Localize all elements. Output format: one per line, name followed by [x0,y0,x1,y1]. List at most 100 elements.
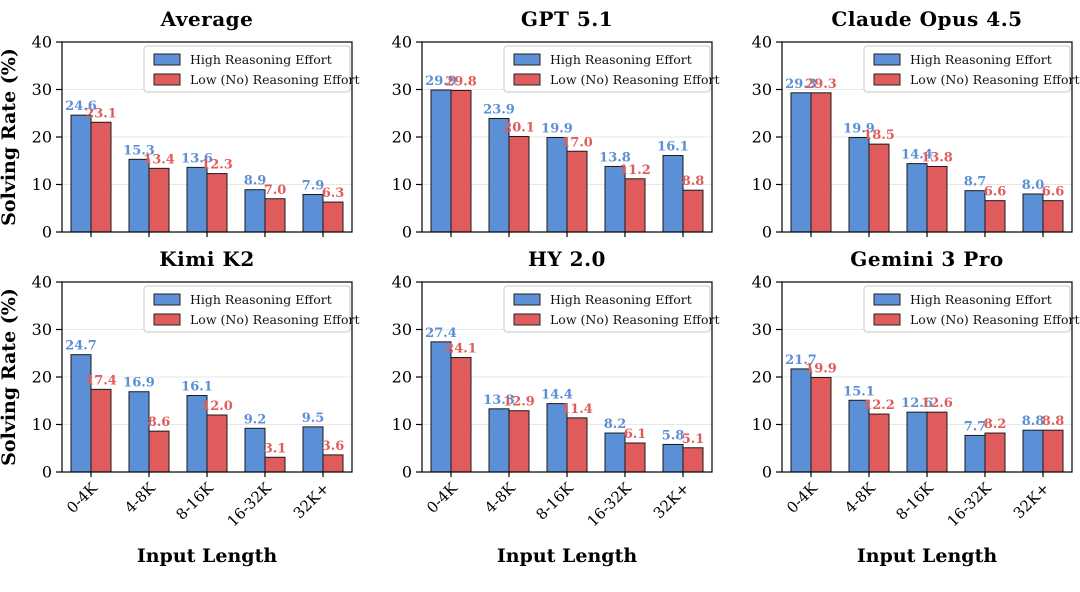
y-tick-label: 30 [752,80,772,99]
bar-value-label: 14.4 [901,148,933,163]
legend-box [503,285,711,333]
bar-value-label: 9.2 [244,412,267,427]
bar-high-reasoning [128,158,150,233]
bar-value-label: 15.3 [123,143,155,158]
legend-swatch-low [153,313,181,326]
y-tick-label: 30 [32,80,52,99]
x-tick-label: 0-4K [423,479,461,517]
subplot-claude-opus-4-5: Claude Opus 4.5 29.3 19.9 14.4 8.7 8.0 29.3 18… [720,4,1080,244]
bar-value-label: 15.1 [843,384,875,399]
bar-value-label: 21.7 [785,353,817,368]
bar-value-label: 3.1 [264,441,287,456]
subplot-hy-2-0: HY 2.0 27.4 13.3 14.4 8.2 5.8 24.1 12.9 11.4 6.1… [360,244,720,592]
legend-label-high: High Reasoning Effort [910,292,1052,307]
bar-value-label: 6.3 [322,186,345,201]
legend-swatch-low [873,313,901,326]
bar-value-label: 12.9 [503,395,535,410]
x-tick-label: 16-32K [584,479,636,531]
chart-canvas: 21.7 15.1 12.6 7.7 8.8 19.9 12.2 12.6 8.2 8.8 0 10 2… [752,274,1080,567]
bar-high-reasoning [790,368,812,473]
bar-low-reasoning [322,454,344,473]
x-tick-label: 32K+ [1010,479,1053,522]
y-tick-label: 30 [392,320,412,339]
chart-canvas: 29.9 23.9 19.9 13.8 16.1 29.8 20.1 17.0 11.2 8.8 0… [392,34,720,242]
bar-high-reasoning [1022,429,1044,473]
bar-high-reasoning [430,89,452,233]
legend-swatch-high [153,293,181,306]
bar-value-label: 27.4 [425,326,457,341]
legend-label-high: High Reasoning Effort [550,292,692,307]
bar-high-reasoning [488,408,510,473]
bar-low-reasoning [508,136,530,233]
x-tick-label: 4-8K [841,479,879,517]
chart-canvas: 27.4 13.3 14.4 8.2 5.8 24.1 12.9 11.4 6.1 5.1 0 10 2… [392,274,720,567]
bar-low-reasoning [868,413,890,473]
bar-high-reasoning [546,136,568,233]
chart-title: Average [160,7,254,31]
x-axis-label: Input Length [137,545,278,567]
bar-value-label: 7.7 [964,419,987,434]
legend-label-low: Low (No) Reasoning Effort [550,312,720,327]
legend-swatch-high [513,53,541,66]
y-tick-label: 30 [32,320,52,339]
bar-value-label: 5.8 [662,428,685,443]
bar-low-reasoning [624,442,646,473]
bar-value-label: 13.8 [599,150,631,165]
bar-value-label: 7.0 [264,183,287,198]
x-tick-label: 8-16K [532,479,577,524]
bar-value-label: 9.5 [302,411,325,426]
bar-high-reasoning [662,155,684,233]
y-tick-label: 10 [392,415,412,434]
y-axis-label: Solving Rate (%) [0,288,20,466]
bar-high-reasoning [790,92,812,233]
bar-high-reasoning [186,166,208,233]
y-tick-label: 0 [42,463,52,482]
bar-value-label: 16.1 [181,380,213,395]
bar-high-reasoning [964,190,986,233]
legend-swatch-high [873,293,901,306]
y-tick-label: 20 [32,128,52,147]
legend-label-high: High Reasoning Effort [910,52,1052,67]
bar-low-reasoning [450,89,472,233]
bar-low-reasoning [90,388,112,473]
bar-low-reasoning [206,173,228,233]
y-tick-label: 20 [752,368,772,387]
chart-title: Gemini 3 Pro [850,247,1004,271]
bar-value-label: 8.9 [244,174,267,189]
chart-canvas: 24.7 16.9 16.1 9.2 9.5 17.4 8.6 12.0 3.1 3.6 0 10 20… [0,274,360,567]
bar-value-label: 17.4 [85,373,117,388]
legend-label-low: Low (No) Reasoning Effort [190,312,360,327]
y-tick-label: 40 [752,274,772,292]
y-tick-label: 10 [32,415,52,434]
bar-low-reasoning [984,200,1006,233]
bar-value-label: 24.6 [65,99,97,114]
y-tick-label: 20 [392,128,412,147]
legend-label-high: High Reasoning Effort [190,292,332,307]
chart-canvas: 29.3 19.9 14.4 8.7 8.0 29.3 18.5 13.8 6.6 6.6 0 10 2… [752,34,1080,242]
legend-box [863,285,1071,333]
bar-value-label: 29.9 [425,74,457,89]
y-axis-label: Solving Rate (%) [0,48,20,226]
y-tick-label: 10 [392,175,412,194]
legend-swatch-high [513,293,541,306]
bar-value-label: 11.4 [561,402,593,417]
x-tick-label: 16-32K [224,479,276,531]
bar-low-reasoning [566,150,588,233]
bar-low-reasoning [984,432,1006,473]
x-tick-label: 16-32K [944,479,996,531]
bar-value-label: 8.8 [1042,414,1065,429]
bar-high-reasoning [244,189,266,233]
x-tick-label: 4-8K [481,479,519,517]
legend-swatch-high [873,53,901,66]
legend-label-low: Low (No) Reasoning Effort [550,72,720,87]
bar-low-reasoning [148,167,170,233]
bar-value-label: 18.5 [863,128,895,143]
chart-title: HY 2.0 [528,247,606,271]
legend-swatch-low [153,73,181,86]
x-tick-label: 32K+ [650,479,693,522]
x-tick-label: 8-16K [172,479,217,524]
bar-value-label: 23.1 [85,106,117,121]
subplot-average: Average 24.6 15.3 13.6 8.9 7.9 23.1 13.4 12.3 7.… [0,4,360,244]
y-tick-label: 20 [32,368,52,387]
bar-low-reasoning [264,198,286,233]
